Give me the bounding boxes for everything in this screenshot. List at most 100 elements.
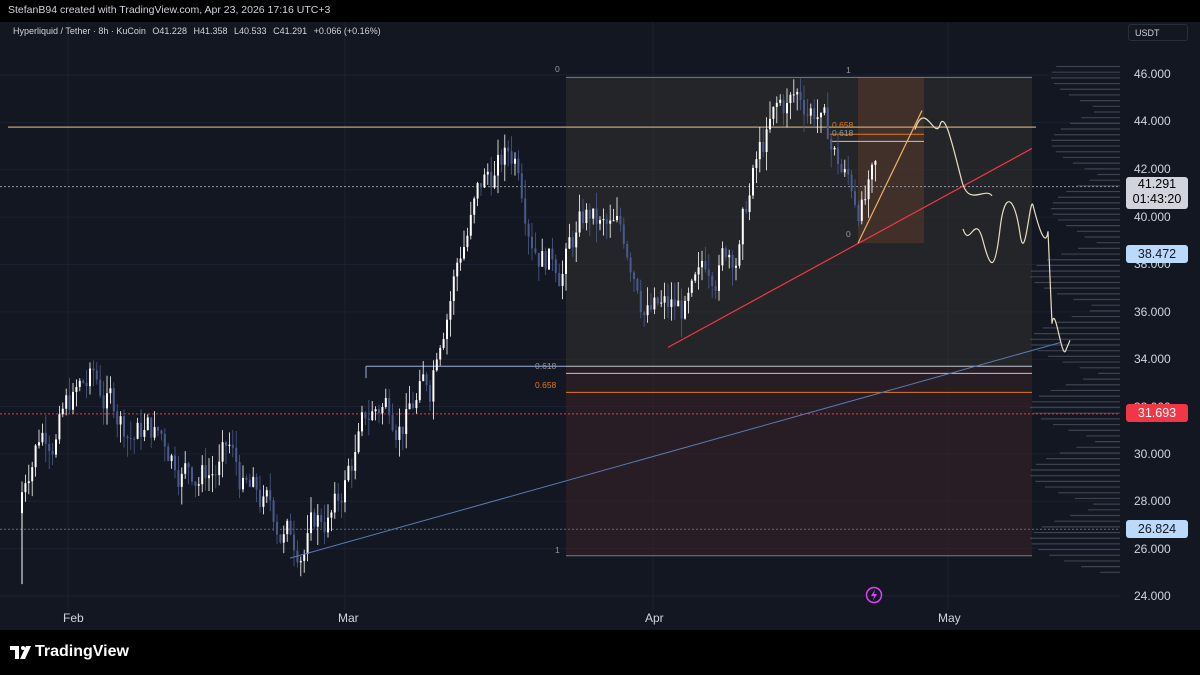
symbol-name[interactable]: Hyperliquid / Tether · 8h · KuCoin xyxy=(13,26,146,36)
candle-body xyxy=(684,300,686,319)
candle-body xyxy=(782,99,785,114)
symbol-legend[interactable]: Hyperliquid / Tether · 8h · KuCoin O41.2… xyxy=(13,26,385,36)
candle-body xyxy=(694,274,697,281)
candle-body xyxy=(459,258,462,263)
candle-body xyxy=(837,147,839,165)
candle-body xyxy=(786,103,788,114)
candle-body xyxy=(643,312,646,316)
candle-body xyxy=(303,554,306,561)
candle-body xyxy=(762,141,765,153)
candle-body xyxy=(367,418,370,420)
candle-body xyxy=(537,252,540,267)
candle-body xyxy=(687,292,690,301)
candle-body xyxy=(136,422,139,439)
fib-zone-right xyxy=(858,77,924,244)
candle-body xyxy=(201,465,204,485)
candle-body xyxy=(65,395,68,409)
candle-body xyxy=(415,400,418,409)
candle-body xyxy=(517,158,520,174)
candle-body xyxy=(245,477,248,480)
candle-body xyxy=(510,151,513,164)
candle-body xyxy=(503,147,506,165)
candle-body xyxy=(823,107,826,113)
candle-body xyxy=(585,209,588,224)
candle-body xyxy=(126,436,129,438)
candle-body xyxy=(279,534,282,543)
candle-body xyxy=(850,174,853,192)
candle-body xyxy=(306,533,309,555)
candle-body xyxy=(843,169,846,173)
candle-body xyxy=(72,391,74,410)
candle-body xyxy=(653,297,656,310)
candle-body xyxy=(578,211,581,233)
candle-body xyxy=(745,208,748,213)
candle-body xyxy=(432,370,435,402)
currency-selector[interactable]: USDT xyxy=(1128,24,1188,41)
candle-body xyxy=(282,534,285,543)
candle-body xyxy=(408,403,411,410)
candle-body xyxy=(327,517,329,533)
footer-bar xyxy=(0,630,1200,675)
candle-body xyxy=(779,99,782,103)
candle-body xyxy=(704,260,707,270)
candle-body xyxy=(405,409,408,435)
candle-body xyxy=(106,393,108,409)
candle-body xyxy=(289,520,292,535)
candle-body xyxy=(235,447,238,462)
candle-body xyxy=(197,484,200,486)
flash-icon[interactable] xyxy=(865,586,883,604)
candle-body xyxy=(330,512,333,518)
candle-body xyxy=(350,465,353,471)
candle-body xyxy=(153,427,156,438)
candle-body xyxy=(752,167,754,196)
candle-body xyxy=(248,479,251,487)
trendline-red xyxy=(667,147,1033,348)
candle-body xyxy=(561,273,564,287)
chart-pane[interactable] xyxy=(0,22,1200,630)
candle-body xyxy=(68,395,71,410)
fib-level-label: 0.658 xyxy=(832,120,854,130)
tradingview-logo-icon[interactable] xyxy=(10,643,32,661)
tradingview-brand[interactable]: TradingView xyxy=(35,643,129,660)
candle-body xyxy=(551,248,554,260)
candle-body xyxy=(476,183,479,199)
candle-body xyxy=(354,452,357,471)
price-tick: 36.000 xyxy=(1134,305,1171,319)
price-tick: 30.000 xyxy=(1134,447,1171,461)
candle-body xyxy=(500,154,503,165)
price-tick: 40.000 xyxy=(1134,210,1171,224)
candle-body xyxy=(748,195,751,213)
candle-body xyxy=(221,442,224,462)
candle-body xyxy=(276,521,278,535)
fib-level-label: 0 xyxy=(846,229,851,239)
candle-body xyxy=(112,388,115,412)
candle-body xyxy=(558,273,561,287)
candle-body xyxy=(99,379,102,396)
candle-body xyxy=(214,474,217,476)
candle-body xyxy=(262,496,265,507)
candle-body xyxy=(255,476,258,490)
candle-body xyxy=(95,370,98,380)
candle-body xyxy=(490,171,493,188)
candle-body xyxy=(765,129,768,153)
candle-body xyxy=(391,415,394,431)
attribution-text: StefanB94 created with TradingView.com, … xyxy=(8,4,331,16)
candle-body xyxy=(741,208,744,245)
candle-body xyxy=(381,407,384,414)
candle-body xyxy=(769,118,771,130)
candle-body xyxy=(728,254,731,258)
candle-body xyxy=(755,159,758,168)
price-tick: 28.000 xyxy=(1134,494,1171,508)
candle-body xyxy=(401,426,404,435)
candle-body xyxy=(242,477,244,490)
candle-body xyxy=(313,512,316,527)
candle-body xyxy=(854,191,856,205)
candle-body xyxy=(718,265,720,291)
candle-body xyxy=(109,388,112,394)
price-chart[interactable] xyxy=(0,22,1200,630)
candle-body xyxy=(89,368,91,387)
candle-body xyxy=(265,490,268,497)
price-tick: 24.000 xyxy=(1134,589,1171,603)
candle-body xyxy=(333,493,336,513)
candle-body xyxy=(541,251,544,267)
